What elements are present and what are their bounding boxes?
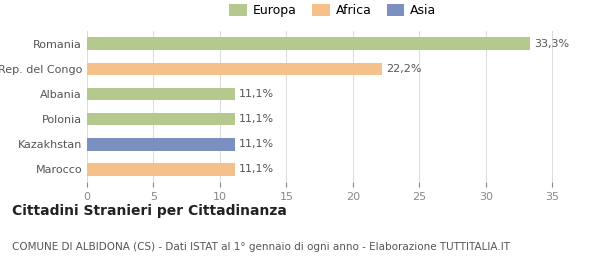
Text: Cittadini Stranieri per Cittadinanza: Cittadini Stranieri per Cittadinanza	[12, 204, 287, 218]
Text: 11,1%: 11,1%	[239, 139, 274, 149]
Legend: Europa, Africa, Asia: Europa, Africa, Asia	[224, 0, 442, 22]
Bar	[87, 138, 235, 151]
Text: 33,3%: 33,3%	[534, 39, 569, 49]
Bar	[87, 63, 382, 75]
Text: 11,1%: 11,1%	[239, 164, 274, 174]
Text: 11,1%: 11,1%	[239, 89, 274, 99]
Text: COMUNE DI ALBIDONA (CS) - Dati ISTAT al 1° gennaio di ogni anno - Elaborazione T: COMUNE DI ALBIDONA (CS) - Dati ISTAT al …	[12, 242, 510, 252]
Bar	[87, 37, 530, 50]
Bar	[87, 88, 235, 100]
Text: 22,2%: 22,2%	[386, 64, 422, 74]
Bar	[87, 113, 235, 126]
Text: 11,1%: 11,1%	[239, 114, 274, 124]
Bar	[87, 163, 235, 176]
